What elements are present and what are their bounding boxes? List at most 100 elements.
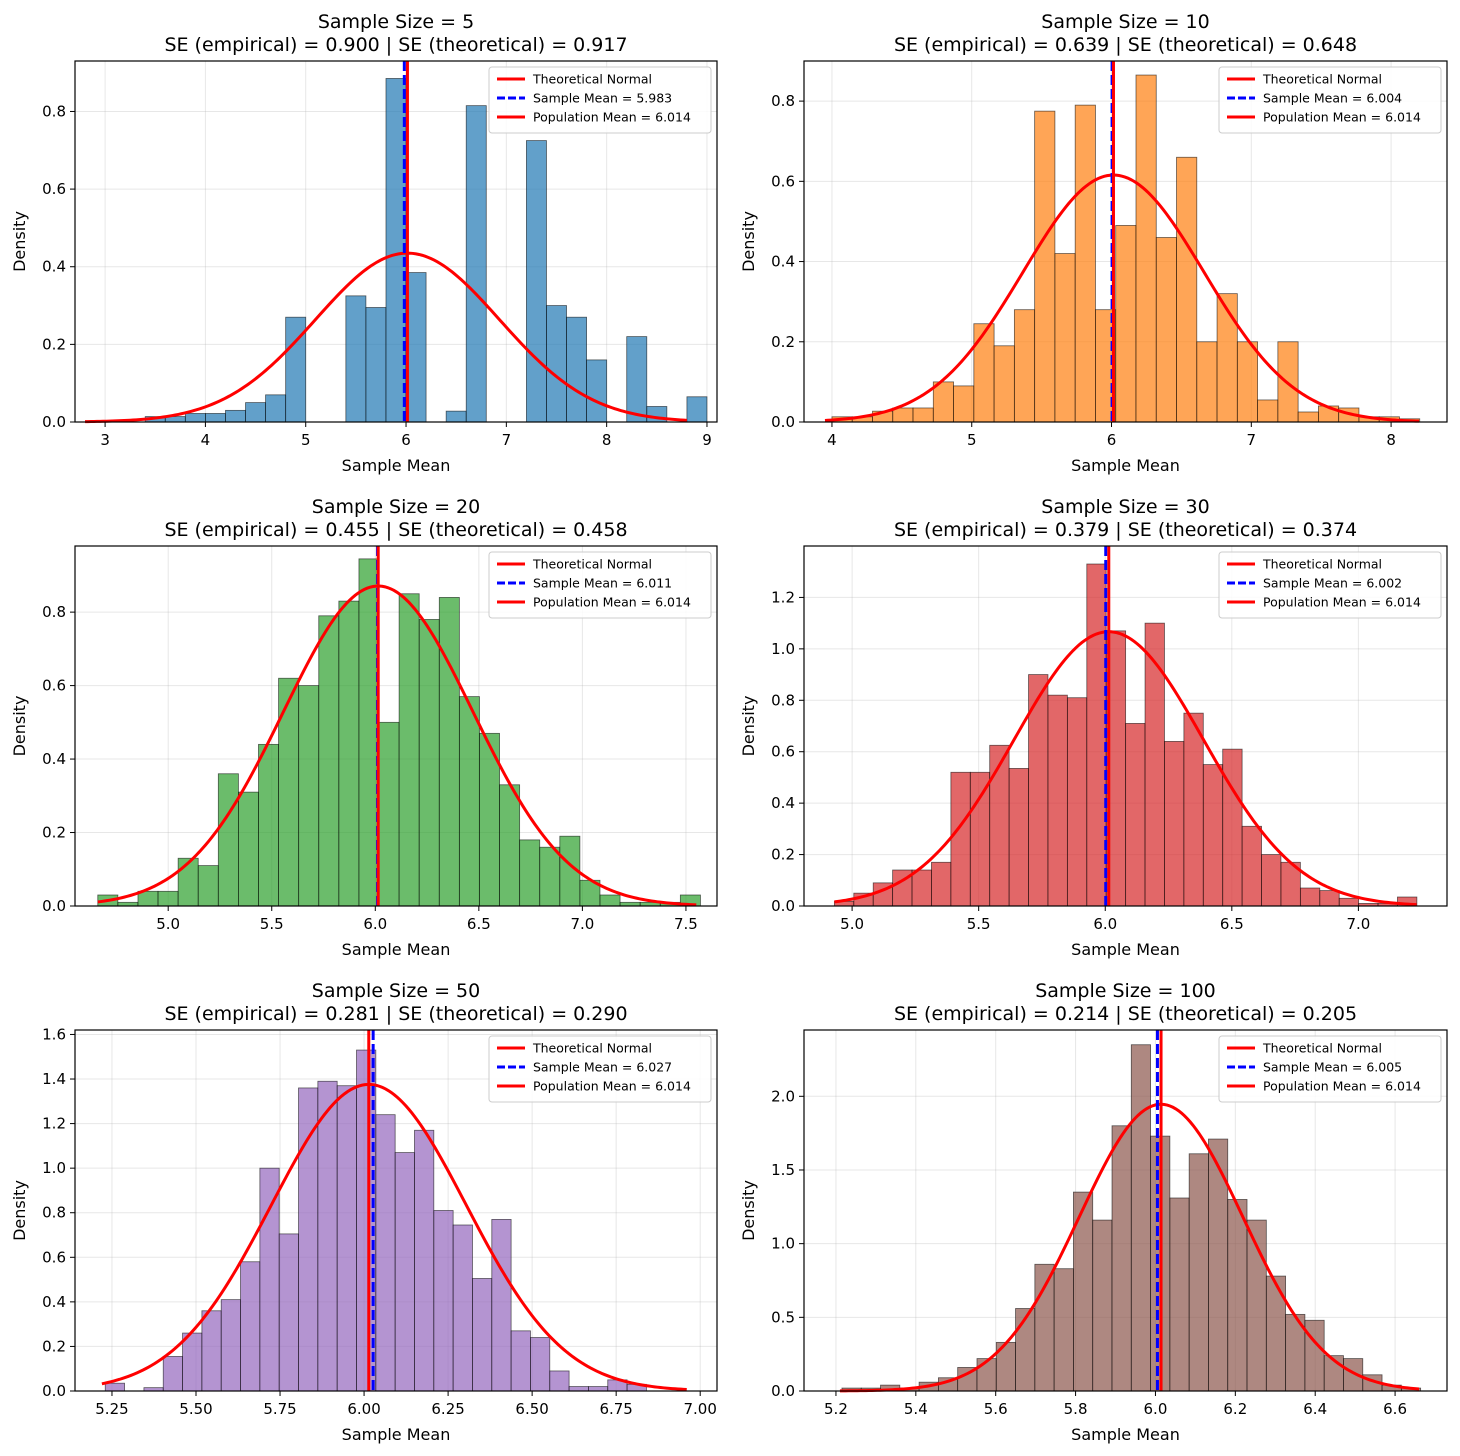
y-tick-label: 0.8	[42, 1204, 66, 1222]
histogram-bar	[976, 1358, 997, 1392]
y-tick-label: 0.4	[42, 750, 66, 768]
x-tick-label: 7	[1247, 431, 1257, 449]
histogram-bar	[298, 1087, 319, 1392]
histogram-bar	[1164, 741, 1185, 907]
chart-panel-1: Sample Size = 5SE (empirical) = 0.900 | …	[10, 11, 718, 475]
x-axis-label: Sample Mean	[342, 456, 451, 475]
histogram-bar	[245, 402, 266, 423]
x-tick-label: 5.0	[840, 915, 864, 933]
legend-label: Theoretical Normal	[532, 1041, 652, 1056]
histogram-bar	[969, 771, 991, 907]
histogram-bar	[499, 784, 521, 907]
histogram-bar	[1086, 563, 1107, 907]
chart-subtitle: SE (empirical) = 0.455 | SE (theoretical…	[164, 519, 627, 541]
legend-box	[488, 1035, 712, 1103]
y-tick-label: 0.5	[771, 1308, 795, 1326]
histogram-bar	[519, 839, 541, 907]
histogram-bar	[1125, 723, 1146, 907]
histogram-bar	[405, 272, 427, 423]
y-tick-label: 1.6	[42, 1025, 66, 1043]
y-tick-label: 0.4	[771, 253, 795, 271]
y-tick-label: 0.2	[42, 1337, 66, 1355]
histogram-bar	[162, 1356, 183, 1392]
x-tick-label: 6.0	[1144, 1400, 1168, 1418]
histogram-bar	[317, 1080, 338, 1392]
histogram-bar	[1053, 1268, 1074, 1392]
histogram-bar	[237, 791, 259, 907]
y-tick-label: 1.2	[771, 588, 795, 606]
x-axis-label: Sample Mean	[1071, 940, 1180, 959]
x-tick-label: 6.5	[1220, 915, 1244, 933]
histogram-bar	[892, 407, 914, 423]
y-tick-label: 1.5	[771, 1161, 795, 1179]
y-tick-label: 0.2	[42, 335, 66, 353]
y-tick-label: 0.6	[771, 172, 795, 190]
y-tick-label: 0.0	[42, 1382, 66, 1400]
y-tick-label: 0.6	[42, 677, 66, 695]
legend-label: Population Mean = 6.014	[1263, 1079, 1421, 1094]
theoretical-normal-curve	[834, 630, 1417, 907]
y-tick-label: 0.0	[771, 413, 795, 431]
histogram-bar	[932, 381, 954, 423]
y-tick-label: 1.4	[42, 1070, 66, 1088]
x-tick-label: 8	[1386, 431, 1396, 449]
histogram-bar	[465, 105, 487, 423]
theoretical-normal-curve	[839, 1102, 1420, 1393]
histogram-bar	[1202, 764, 1224, 907]
y-tick-label: 0.2	[42, 824, 66, 842]
legend-label: Theoretical Normal	[532, 72, 652, 87]
x-axis-label: Sample Mean	[342, 940, 451, 959]
histogram-bar	[510, 1330, 531, 1392]
x-tick-label: 5.75	[263, 1400, 296, 1418]
histogram-bar	[217, 773, 239, 907]
theoretical-normal-curve	[97, 584, 697, 907]
chart-subtitle: SE (empirical) = 0.379 | SE (theoretical…	[894, 519, 1357, 541]
legend: Theoretical Normal Sample Mean = 6.002 Pop…	[1218, 551, 1442, 619]
histogram-bar	[1227, 1199, 1248, 1392]
histogram-bar	[1299, 887, 1321, 907]
histogram-bar	[375, 1114, 396, 1392]
histogram-bar	[1222, 748, 1243, 907]
histogram-bar	[546, 305, 567, 423]
histogram-bar	[182, 1332, 203, 1392]
legend-label: Theoretical Normal	[532, 557, 652, 572]
legend-label: Sample Mean = 5.983	[533, 91, 672, 106]
legend: Theoretical Normal Sample Mean = 6.004 Pop…	[1218, 66, 1442, 134]
y-tick-label: 0.0	[42, 897, 66, 915]
histogram-bar	[259, 1167, 280, 1392]
x-tick-label: 6.75	[599, 1400, 632, 1418]
x-tick-label: 3	[100, 431, 110, 449]
histogram-bar	[1319, 890, 1340, 907]
y-tick-label: 1.0	[42, 1159, 66, 1177]
x-tick-label: 6.4	[1303, 1400, 1327, 1418]
histogram-bar	[278, 1233, 299, 1392]
histogram-bar	[1155, 237, 1177, 423]
histogram-bar	[433, 1210, 454, 1392]
y-tick-label: 0.0	[771, 897, 795, 915]
x-tick-label: 7.00	[683, 1400, 716, 1418]
histogram-bar	[104, 1382, 125, 1392]
x-tick-label: 6.2	[1223, 1400, 1247, 1418]
x-tick-label: 5.2	[824, 1400, 848, 1418]
y-tick-label: 0.0	[42, 413, 66, 431]
x-tick-label: 8	[602, 431, 612, 449]
histogram-bar	[205, 413, 226, 423]
histogram-bar	[358, 558, 380, 907]
x-tick-label: 5.5	[260, 915, 284, 933]
x-tick-label: 5.5	[967, 915, 991, 933]
y-tick-label: 0.6	[42, 180, 66, 198]
x-tick-label: 5.6	[984, 1400, 1008, 1418]
axes-frame	[74, 60, 718, 423]
histogram-bar	[452, 1224, 473, 1392]
histogram-bar	[1304, 1319, 1325, 1392]
legend-box	[488, 66, 712, 134]
x-tick-label: 6.50	[515, 1400, 548, 1418]
legend-label: Population Mean = 6.014	[533, 110, 691, 125]
legend-label: Sample Mean = 6.005	[1263, 1060, 1402, 1075]
histogram-bar	[1257, 399, 1279, 423]
histogram-bar	[1196, 341, 1218, 423]
histogram-bar	[458, 696, 480, 907]
